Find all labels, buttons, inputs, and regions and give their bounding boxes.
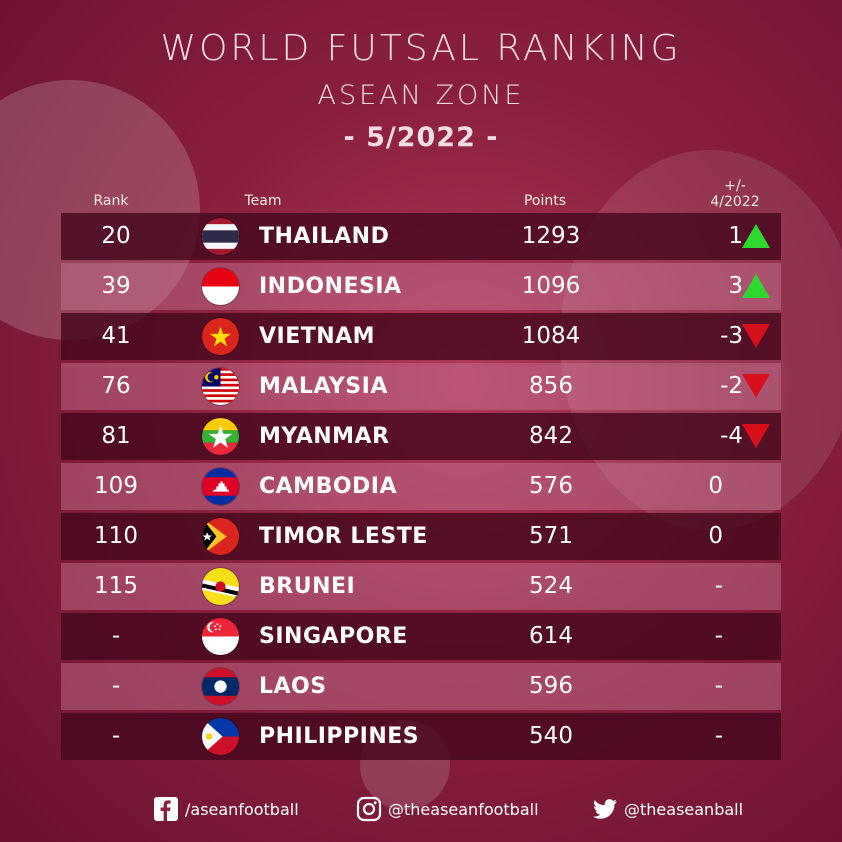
table-row: - LAOS 596 - — [61, 663, 781, 710]
page-subtitle: ASEAN ZONE — [317, 80, 525, 111]
philippines-flag-icon — [202, 718, 239, 755]
laos-flag-icon — [202, 668, 239, 705]
team-name-cell: LAOS — [259, 674, 327, 699]
thailand-flag-icon — [202, 218, 239, 255]
change-cell: - — [714, 673, 723, 699]
table-row: 39 INDONESIA 1096 3 — [61, 263, 781, 310]
team-name-cell: MALAYSIA — [259, 374, 388, 399]
rank-down-arrow-icon — [742, 374, 770, 398]
ranking-table: 20 THAILAND 1293 1 39 INDONESIA 1096 3 41 VIETNAM… — [61, 213, 781, 763]
rank-cell: 76 — [101, 373, 131, 399]
team-name-cell: INDONESIA — [259, 274, 402, 299]
table-row: - PHILIPPINES 540 - — [61, 713, 781, 760]
change-cell: -4 — [720, 423, 743, 449]
rank-cell: - — [111, 723, 121, 749]
rank-cell: 41 — [101, 323, 131, 349]
points-cell: 856 — [529, 373, 573, 399]
table-row: 41 VIETNAM 1084 -3 — [61, 313, 781, 360]
change-cell: - — [714, 573, 723, 599]
facebook-icon — [154, 797, 178, 821]
points-cell: 1096 — [521, 273, 581, 299]
points-cell: 540 — [529, 723, 573, 749]
myanmar-flag-icon — [202, 418, 239, 455]
team-name-cell: MYANMAR — [259, 424, 390, 449]
table-row: - SINGAPORE 614 - — [61, 613, 781, 660]
brunei-flag-icon — [202, 568, 239, 605]
rank-cell: 81 — [101, 423, 131, 449]
footer-facebook[interactable]: /aseanfootball — [153, 796, 299, 822]
ranking-date: - 5/2022 - — [343, 122, 499, 153]
team-name-cell: VIETNAM — [259, 324, 376, 349]
background-decoration — [0, 80, 200, 340]
team-name-cell: TIMOR LESTE — [259, 524, 428, 549]
team-name-cell: CAMBODIA — [259, 474, 398, 499]
rank-cell: - — [111, 623, 121, 649]
rank-up-arrow-icon — [742, 274, 770, 298]
change-cell: -2 — [720, 373, 743, 399]
change-cell: 1 — [728, 223, 743, 249]
points-cell: 524 — [529, 573, 573, 599]
twitter-handle: @theaseanball — [624, 799, 744, 819]
rank-cell: 20 — [101, 223, 131, 249]
singapore-flag-icon — [202, 618, 239, 655]
timor-leste-flag-icon — [202, 518, 239, 555]
team-name-cell: SINGAPORE — [259, 624, 408, 649]
change-cell: - — [714, 723, 723, 749]
table-row: 110 TIMOR LESTE 571 0 — [61, 513, 781, 560]
table-row: 76 MALAYSIA 856 -2 — [61, 363, 781, 410]
points-cell: 576 — [529, 473, 573, 499]
points-cell: 614 — [529, 623, 573, 649]
points-cell: 571 — [529, 523, 573, 549]
team-name-cell: BRUNEI — [259, 574, 356, 599]
footer-twitter[interactable]: @theaseanball — [592, 796, 743, 822]
points-cell: 1293 — [521, 223, 581, 249]
rank-cell: 110 — [94, 523, 138, 549]
column-header-change-period: 4/2022 — [710, 194, 760, 210]
change-cell: 0 — [708, 473, 723, 499]
rank-down-arrow-icon — [742, 324, 770, 348]
vietnam-flag-icon — [202, 318, 239, 355]
column-header-points: Points — [523, 193, 567, 209]
column-header-change: +/- 4/2022 — [690, 178, 780, 210]
rank-up-arrow-icon — [742, 224, 770, 248]
column-header-change-label: +/- — [724, 178, 746, 194]
twitter-icon — [593, 799, 617, 819]
rank-down-arrow-icon — [742, 424, 770, 448]
indonesia-flag-icon — [202, 268, 239, 305]
rank-cell: - — [111, 673, 121, 699]
table-row: 20 THAILAND 1293 1 — [61, 213, 781, 260]
points-cell: 1084 — [521, 323, 581, 349]
change-cell: 0 — [708, 523, 723, 549]
rank-cell: 115 — [94, 573, 138, 599]
page-title: WORLD FUTSAL RANKING — [160, 28, 682, 69]
table-row: 115 BRUNEI 524 - — [61, 563, 781, 610]
column-header-team: Team — [244, 193, 282, 209]
change-cell: 3 — [728, 273, 743, 299]
team-name-cell: PHILIPPINES — [259, 724, 420, 749]
points-cell: 842 — [529, 423, 573, 449]
rank-cell: 109 — [94, 473, 138, 499]
table-row: 81 MYANMAR 842 -4 — [61, 413, 781, 460]
team-name-cell: THAILAND — [259, 224, 390, 249]
instagram-handle: @theaseanfootball — [388, 799, 539, 819]
change-cell: - — [714, 623, 723, 649]
cambodia-flag-icon — [202, 468, 239, 505]
footer-instagram[interactable]: @theaseanfootball — [356, 796, 539, 822]
instagram-icon — [356, 796, 382, 822]
change-cell: -3 — [720, 323, 743, 349]
column-header-rank: Rank — [93, 193, 129, 209]
table-row: 109 CAMBODIA 576 0 — [61, 463, 781, 510]
rank-cell: 39 — [101, 273, 131, 299]
points-cell: 596 — [529, 673, 573, 699]
malaysia-flag-icon — [202, 368, 239, 405]
facebook-handle: /aseanfootball — [185, 799, 299, 819]
